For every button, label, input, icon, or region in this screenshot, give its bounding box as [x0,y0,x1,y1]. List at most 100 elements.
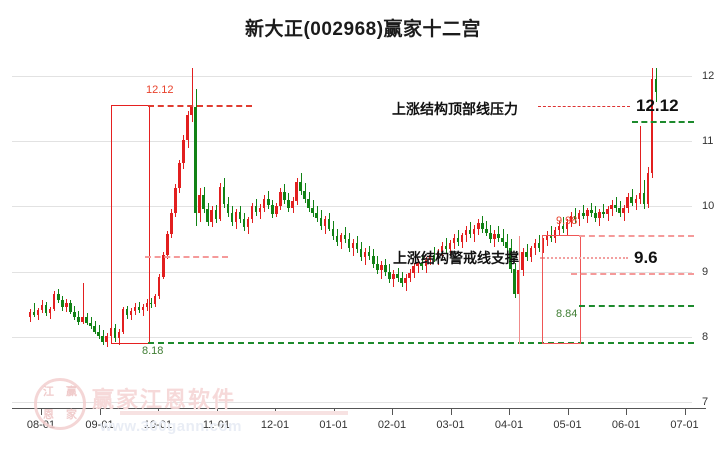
candle-body [246,219,250,228]
candle-body [202,194,205,210]
candle-body [525,252,528,258]
candle-body [436,252,440,259]
lower-pink-level-line [571,273,694,275]
x-axis-line [12,408,706,409]
candle-body [210,210,213,223]
candle-body [137,306,141,311]
candle-body [343,235,347,240]
candle-body [477,223,480,229]
x-tick-03-01 [450,409,452,415]
right-box-vline [519,236,520,344]
candle-wick [551,226,552,242]
candle-wick [192,68,193,122]
candle-body [157,276,161,297]
candle-body [295,181,298,202]
candle-body [359,249,363,258]
logo-char-1: 江 [43,386,54,398]
logo-char-4: 家 [66,409,77,421]
candle-body [614,205,617,208]
candle-body [582,212,585,216]
level-label-998: 9.98 [556,215,578,227]
candle-body [420,262,423,267]
level-label-1212-left: 12.12 [146,84,174,96]
x-tick-04-01 [509,409,510,415]
candle-body [537,242,541,249]
brand-name-watermark: 赢家江恩软件 [92,387,237,412]
x-tick-label-10-01: 10-01 [143,419,173,431]
candle-body [602,211,605,215]
candle-body [577,212,581,220]
candle-body [149,302,153,305]
candle-body [141,307,145,311]
x-tick-label-03-01: 03-01 [436,419,465,431]
candle-body [460,235,464,242]
candle-body [331,228,335,237]
candle-body [206,209,209,223]
candle-body [242,219,246,228]
candle-wick [575,207,576,224]
gridline-8 [12,336,692,338]
candle-body [121,309,125,332]
candle-body [279,192,282,207]
candle-wick [446,237,447,254]
candle-body [521,252,524,271]
candle-body [347,239,351,249]
candle-body [642,193,646,204]
candle-wick [616,197,617,212]
candle-body [339,235,343,242]
candle-body [634,198,638,203]
candle-body [380,265,383,271]
candle-body [166,233,169,255]
candle-body [170,212,173,234]
candle-body [440,245,444,253]
candle-body [650,78,654,173]
candle-wick [260,203,261,220]
candle-wick [470,222,471,238]
candle-body [69,302,72,313]
candle-wick [583,205,584,220]
watermark-underline [120,411,348,415]
y-tick-label-9: 9 [702,265,709,278]
warning-support-line-96 [540,257,628,259]
candle-body [384,265,387,272]
brand-url-watermark: www.360gann.com [100,418,242,435]
candle-body [392,274,395,280]
candle-body [606,209,609,215]
y-tick-label-7: 7 [702,396,709,408]
candle-body [267,198,270,206]
candle-wick [143,304,144,316]
annotation-top-resistance: 上涨结构顶部线压力 [392,101,518,117]
left-structure-box [111,105,150,344]
candle-body [28,312,32,318]
candle-body [448,242,452,250]
top-resistance-line-left [148,105,252,107]
candle-body [186,115,189,140]
candle-body [101,335,104,343]
annotation-warning-support: 上涨结构警戒线支撑 [393,250,519,266]
candle-body [182,139,185,164]
candle-body [404,278,407,284]
x-tick-07-01 [684,409,686,415]
candle-body [222,186,226,204]
candle-body [408,272,411,279]
candle-body [93,326,96,332]
candle-body [145,302,149,308]
candle-body [97,331,100,336]
candle-body [81,317,84,323]
y-tick-label-11: 11 [702,135,714,148]
x-tick-label-06-01: 06-01 [611,419,641,431]
candle-body [509,248,512,269]
candle-wick [381,261,382,280]
candle-body [388,271,391,280]
candle-body [133,306,137,311]
y-tick-label-8: 8 [702,330,709,343]
top-line-1212-right [632,121,694,123]
candle-wick [591,202,592,217]
candle-wick [603,203,604,219]
candle-body [190,107,193,116]
candle-body [573,215,577,220]
candle-body [533,242,537,249]
candle-body [428,254,432,260]
candle-body [283,192,286,200]
chart-plot-area [12,56,692,408]
